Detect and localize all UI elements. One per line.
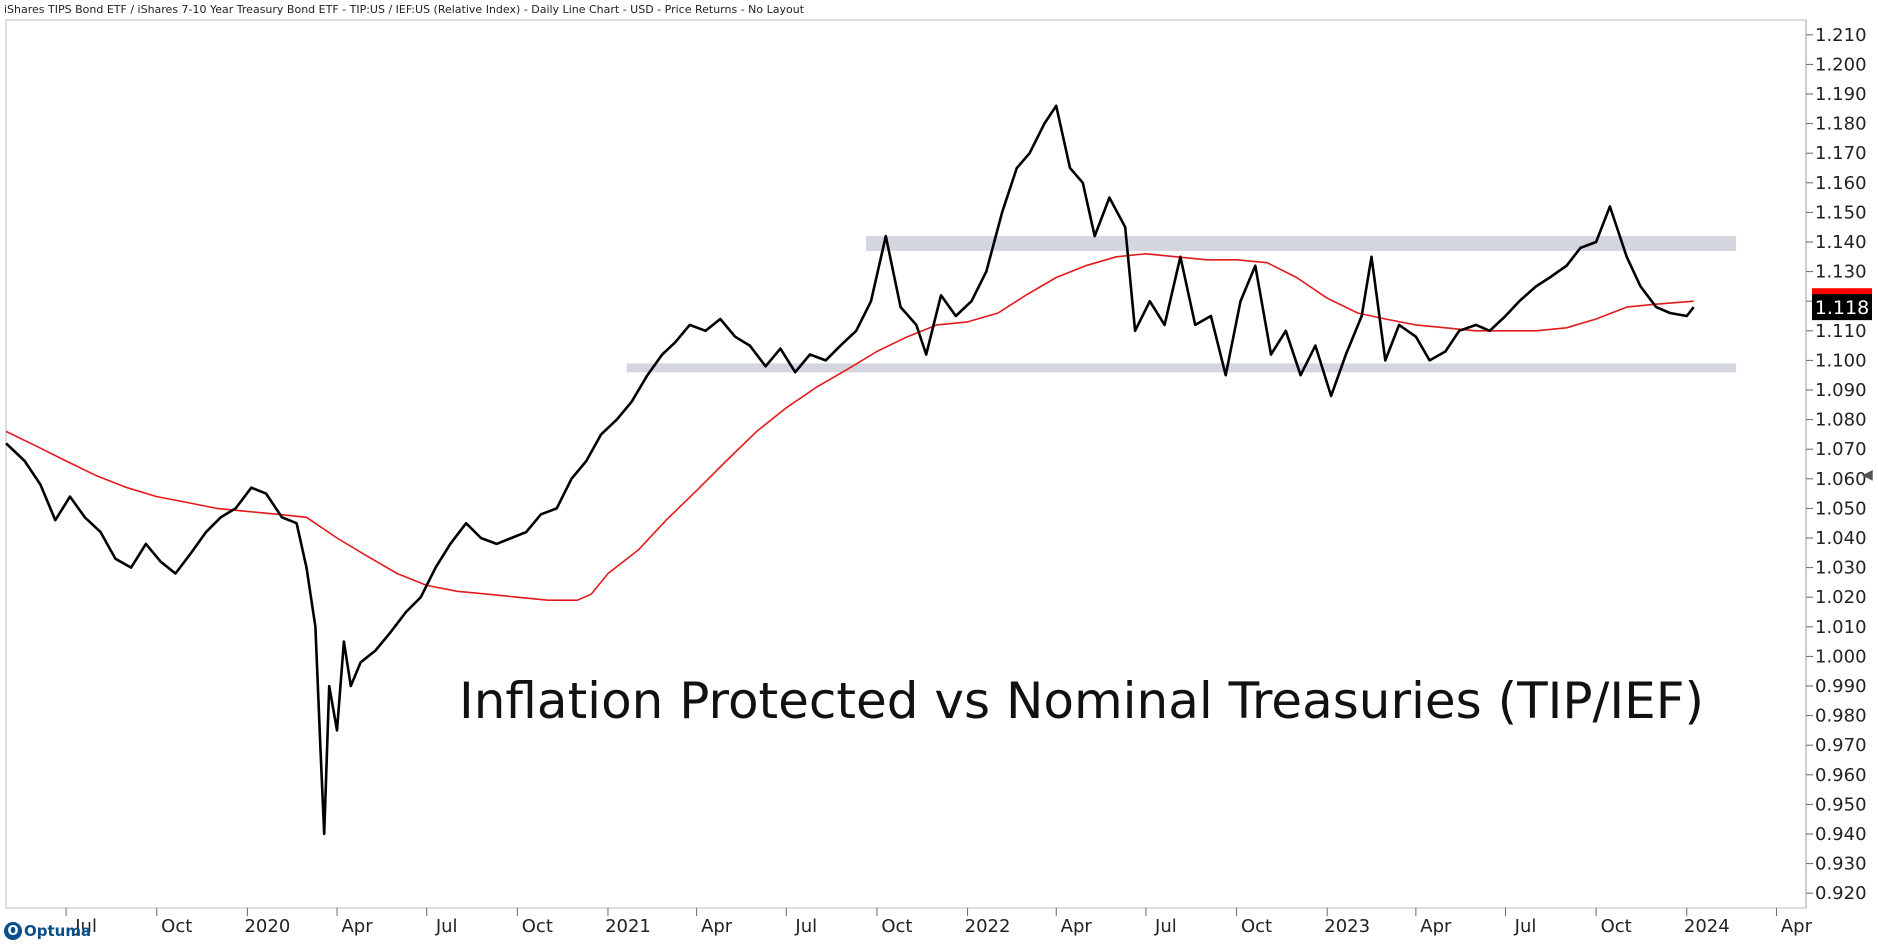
last-value-badges: 1.1201.118 [1812, 288, 1872, 321]
y-tick-label: 1.160 [1815, 173, 1867, 194]
plot-border [5, 19, 1807, 909]
x-tick-label: Apr [1061, 916, 1093, 937]
support-resistance-bands [626, 236, 1737, 373]
optuma-logo-text: Optuma [24, 922, 92, 940]
y-tick-label: 1.140 [1815, 232, 1867, 253]
y-axis: 1.210 1.200 1.190 1.180 1.170 1.160 1.150 1.140… [1805, 20, 1867, 908]
y-tick-label: 1.190 [1815, 84, 1867, 105]
y-tick-label: 1.110 [1815, 321, 1867, 342]
x-tick-label: 2024 [1684, 916, 1730, 937]
price-path [5, 104, 1695, 836]
y-tick-label: 1.000 [1815, 646, 1867, 667]
chart-title: Inflation Protected vs Nominal Treasurie… [459, 672, 1704, 730]
y-tick-label: 0.920 [1815, 883, 1867, 904]
y-tick-label: 1.010 [1815, 617, 1867, 638]
x-tick-label: Jul [1514, 916, 1537, 937]
price-line [5, 104, 1695, 836]
x-tick-label: Oct [522, 916, 553, 937]
x-tick-label: Jul [74, 916, 97, 937]
x-tick-label: 2020 [244, 916, 290, 937]
x-tick-label: 2021 [605, 916, 651, 937]
y-tick-label: 0.960 [1815, 765, 1867, 786]
y-tick-label: 1.150 [1815, 202, 1867, 223]
x-axis: Jul Oct 2020 Apr Jul Oct 2021 Apr Jul Oct 2022 Apr J… [65, 908, 1813, 937]
x-tick-label: Oct [881, 916, 912, 937]
x-tick-label: Apr [1420, 916, 1452, 937]
x-tick-label: Jul [794, 916, 817, 937]
moving-average-line [5, 253, 1694, 601]
y-tick-label: 1.040 [1815, 528, 1867, 549]
y-tick-label: 1.030 [1815, 558, 1867, 579]
band-2 [626, 363, 1737, 373]
optuma-logo-icon: O [4, 922, 22, 940]
y-tick-label: 1.170 [1815, 143, 1867, 164]
y-tick-label: 1.060 [1815, 469, 1867, 490]
y-tick-label: 1.180 [1815, 114, 1867, 135]
y-tick-label: 1.050 [1815, 498, 1867, 519]
price-last-value-badge-label: 1.118 [1815, 297, 1869, 319]
x-tick-label: Apr [1781, 916, 1813, 937]
band-1 [866, 236, 1737, 251]
y-tick-label: 1.130 [1815, 262, 1867, 283]
y-tick-label: 1.080 [1815, 410, 1867, 431]
x-tick-label: Oct [1601, 916, 1632, 937]
y-tick-label: 0.980 [1815, 706, 1867, 727]
y-tick-label: 0.940 [1815, 824, 1867, 845]
x-tick-label: Oct [1241, 916, 1272, 937]
price-last-value-badge-box [1812, 294, 1872, 321]
y-tick-label: 0.930 [1815, 854, 1867, 875]
x-tick-label: Oct [161, 916, 192, 937]
y-tick-label: 1.070 [1815, 439, 1867, 460]
x-tick-label: Jul [1154, 916, 1177, 937]
y-tick-label: 0.950 [1815, 794, 1867, 815]
x-tick-label: 2023 [1324, 916, 1370, 937]
y-tick-label: 1.020 [1815, 587, 1867, 608]
optuma-logo: O Optuma [4, 922, 91, 940]
x-tick-label: 2022 [965, 916, 1011, 937]
y-tick-label: 1.100 [1815, 350, 1867, 371]
y-tick-label: 1.090 [1815, 380, 1867, 401]
x-tick-label: Apr [341, 916, 373, 937]
y-tick-label: 0.990 [1815, 676, 1867, 697]
chevron-left-icon[interactable]: ◀ [1862, 466, 1873, 482]
x-tick-label: Apr [701, 916, 733, 937]
moving-average-path [5, 253, 1694, 601]
x-tick-label: Jul [435, 916, 458, 937]
y-tick-label: 0.970 [1815, 735, 1867, 756]
y-tick-label: 1.200 [1815, 54, 1867, 75]
y-tick-label: 1.210 [1815, 25, 1867, 46]
chart-header-title: iShares TIPS Bond ETF / iShares 7-10 Yea… [4, 3, 805, 16]
